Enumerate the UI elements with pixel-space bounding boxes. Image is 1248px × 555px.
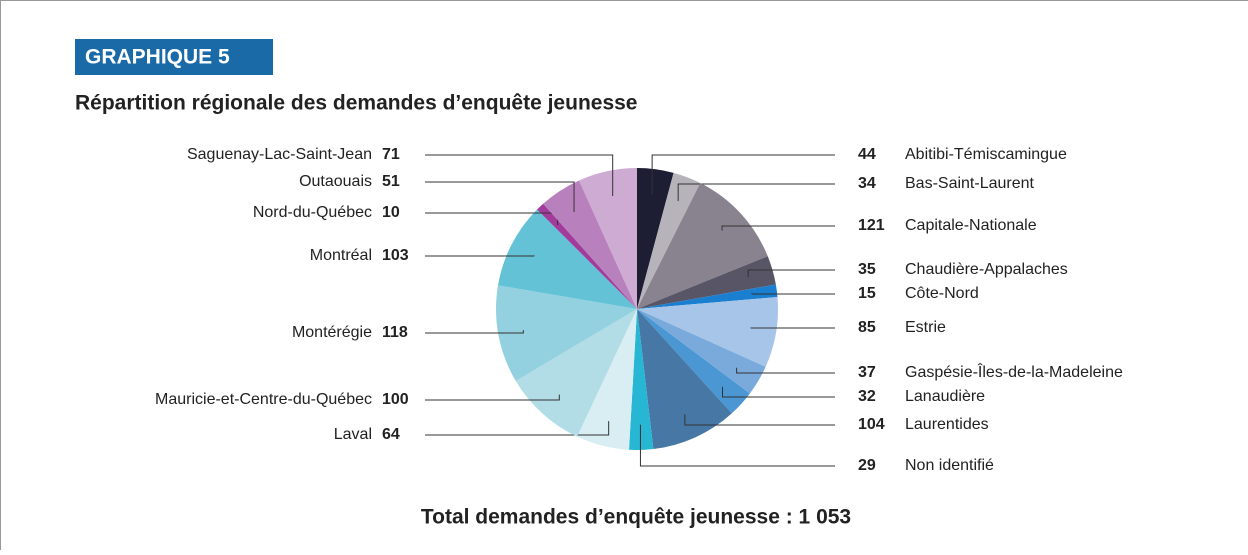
value-label: 100 — [382, 391, 409, 408]
value-label: 71 — [382, 146, 400, 163]
category-label: Laurentides — [905, 416, 989, 433]
category-label: Lanaudière — [905, 388, 985, 405]
category-label: Capitale-Nationale — [905, 217, 1037, 234]
category-label: Côte-Nord — [905, 285, 979, 302]
category-label: Chaudière-Appalaches — [905, 261, 1068, 278]
category-label: Estrie — [905, 319, 946, 336]
category-label: Laval — [334, 426, 372, 443]
value-label: 103 — [382, 247, 409, 264]
category-label: Nord-du-Québec — [253, 204, 372, 221]
category-label: Montérégie — [292, 324, 372, 341]
footer: Total demandes d’enquête jeunesse : 1 05… — [421, 506, 851, 529]
value-label: 10 — [382, 204, 400, 221]
category-label: Mauricie-et-Centre-du-Québec — [155, 391, 372, 408]
subtitle: Répartition régionale des demandes d’enq… — [75, 92, 638, 115]
value-label: 34 — [858, 175, 876, 192]
value-label: 35 — [858, 261, 876, 278]
value-label: 64 — [382, 426, 400, 443]
category-label: Saguenay-Lac-Saint-Jean — [187, 146, 372, 163]
value-label: 118 — [382, 324, 408, 341]
category-label: Bas-Saint-Laurent — [905, 175, 1035, 192]
value-label: 51 — [382, 173, 400, 190]
value-label: 37 — [858, 364, 876, 381]
value-label: 85 — [858, 319, 876, 336]
value-label: 32 — [858, 388, 876, 405]
category-label: Montréal — [310, 247, 372, 264]
category-label: Non identifié — [905, 457, 994, 474]
chart-title: GRAPHIQUE 5 — [85, 46, 230, 69]
category-label: Abitibi-Témiscamingue — [905, 146, 1067, 163]
value-label: 104 — [858, 416, 885, 433]
value-label: 44 — [858, 146, 876, 163]
value-label: 121 — [858, 217, 885, 234]
category-label: Gaspésie-Îles-de-la-Madeleine — [905, 362, 1123, 381]
value-label: 15 — [858, 285, 876, 302]
category-label: Outaouais — [299, 173, 372, 190]
value-label: 29 — [858, 457, 876, 474]
